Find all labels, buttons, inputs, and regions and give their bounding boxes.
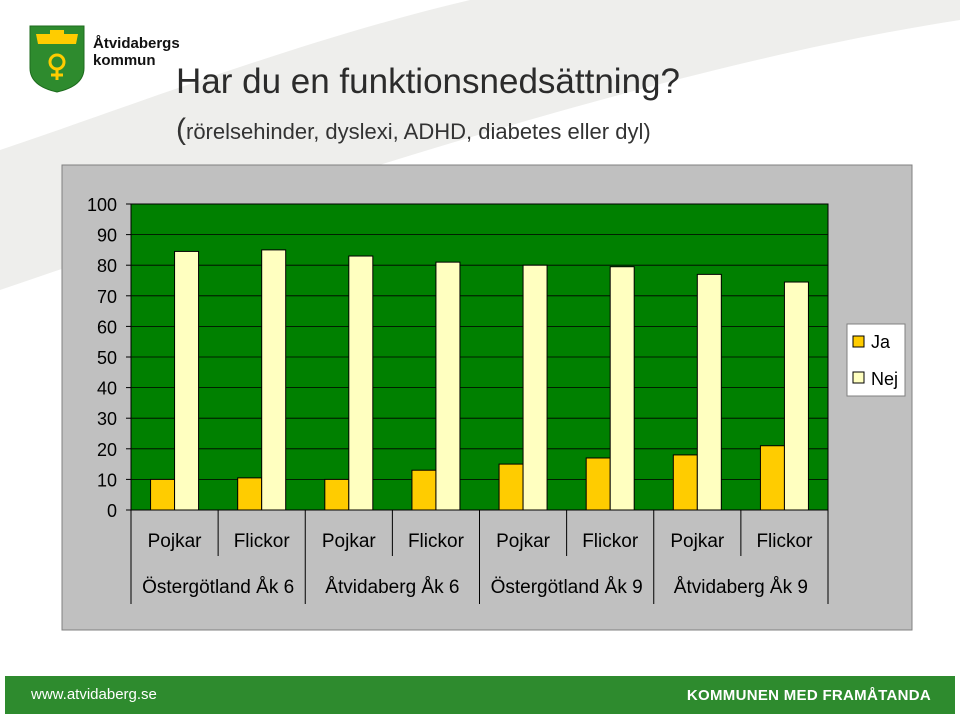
bar-ja bbox=[411, 469, 437, 511]
bar-nej bbox=[783, 281, 809, 511]
subtitle-paren: ( bbox=[176, 113, 186, 146]
logo-line-1: Åtvidabergs bbox=[93, 35, 180, 52]
bar-ja bbox=[498, 463, 524, 511]
bar-nej bbox=[522, 264, 548, 511]
x-tick-label: Pojkar bbox=[148, 531, 203, 552]
x-tick-label: Pojkar bbox=[670, 531, 725, 552]
footer-website: www.atvidaberg.se bbox=[31, 686, 157, 703]
y-tick-label: 60 bbox=[97, 317, 117, 337]
x-tick-label: Flickor bbox=[408, 531, 465, 552]
legend-label-nej: Nej bbox=[871, 369, 898, 389]
legend-swatch-ja bbox=[852, 335, 865, 348]
x-tick-label: Pojkar bbox=[496, 531, 551, 552]
bar-ja bbox=[324, 478, 350, 511]
bar-nej bbox=[348, 255, 374, 511]
coat-of-arms-icon bbox=[28, 24, 86, 93]
group-label: Östergötland Åk 6 bbox=[142, 577, 294, 598]
bar-ja bbox=[672, 454, 698, 511]
legend-swatch-nej bbox=[852, 371, 865, 384]
bar-nej bbox=[174, 250, 200, 511]
bar-ja bbox=[759, 445, 785, 511]
y-tick-label: 30 bbox=[97, 409, 117, 429]
page-title: Har du en funktionsnedsättning? bbox=[176, 62, 680, 101]
y-tick-label: 0 bbox=[107, 501, 117, 521]
background-swoosh bbox=[0, 0, 960, 290]
legend: Ja Nej bbox=[846, 323, 906, 397]
y-tick-label: 40 bbox=[97, 379, 117, 399]
page-subtitle: (rörelsehinder, dyslexi, ADHD, diabetes … bbox=[176, 113, 651, 147]
bar-ja bbox=[585, 457, 611, 511]
group-label: Östergötland Åk 9 bbox=[491, 577, 643, 598]
y-tick-label: 100 bbox=[87, 195, 117, 215]
y-tick-label: 70 bbox=[97, 287, 117, 307]
group-labels: Östergötland Åk 6 Åtvidaberg Åk 6 Östergöt… bbox=[130, 556, 829, 604]
group-label: Åtvidaberg Åk 6 bbox=[325, 577, 459, 598]
y-tick-label: 50 bbox=[97, 348, 117, 368]
legend-label-ja: Ja bbox=[871, 332, 891, 352]
footer-bar: www.atvidaberg.se KOMMUNEN MED FRAMÅTAND… bbox=[5, 676, 955, 714]
footer-slogan: KOMMUNEN MED FRAMÅTANDA bbox=[686, 687, 931, 704]
y-tick-label: 90 bbox=[97, 226, 117, 246]
x-tick-label: Pojkar bbox=[322, 531, 377, 552]
bars bbox=[150, 249, 809, 511]
x-tick-label: Flickor bbox=[756, 531, 813, 552]
bar-ja bbox=[150, 478, 176, 511]
y-tick-label: 20 bbox=[97, 440, 117, 460]
bar-nej bbox=[261, 249, 287, 511]
logo-line-2: kommun bbox=[93, 52, 156, 69]
group-label: Åtvidaberg Åk 9 bbox=[674, 577, 808, 598]
y-axis-ticks: 0 10 20 30 40 50 60 70 80 90 100 bbox=[87, 195, 131, 521]
bar-nej bbox=[696, 273, 722, 511]
logo-text: Åtvidabergs kommun bbox=[93, 35, 180, 69]
x-tick-label: Flickor bbox=[234, 531, 291, 552]
y-tick-label: 10 bbox=[97, 470, 117, 490]
x-axis-labels: Pojkar Flickor Pojkar Flickor Pojkar Flickor P… bbox=[130, 510, 829, 556]
y-tick-label: 80 bbox=[97, 256, 117, 276]
bar-ja bbox=[237, 477, 263, 511]
bar-nej bbox=[435, 261, 461, 511]
subtitle-text: rörelsehinder, dyslexi, ADHD, diabetes e… bbox=[186, 119, 651, 144]
x-tick-label: Flickor bbox=[582, 531, 639, 552]
bar-nej bbox=[609, 266, 635, 511]
